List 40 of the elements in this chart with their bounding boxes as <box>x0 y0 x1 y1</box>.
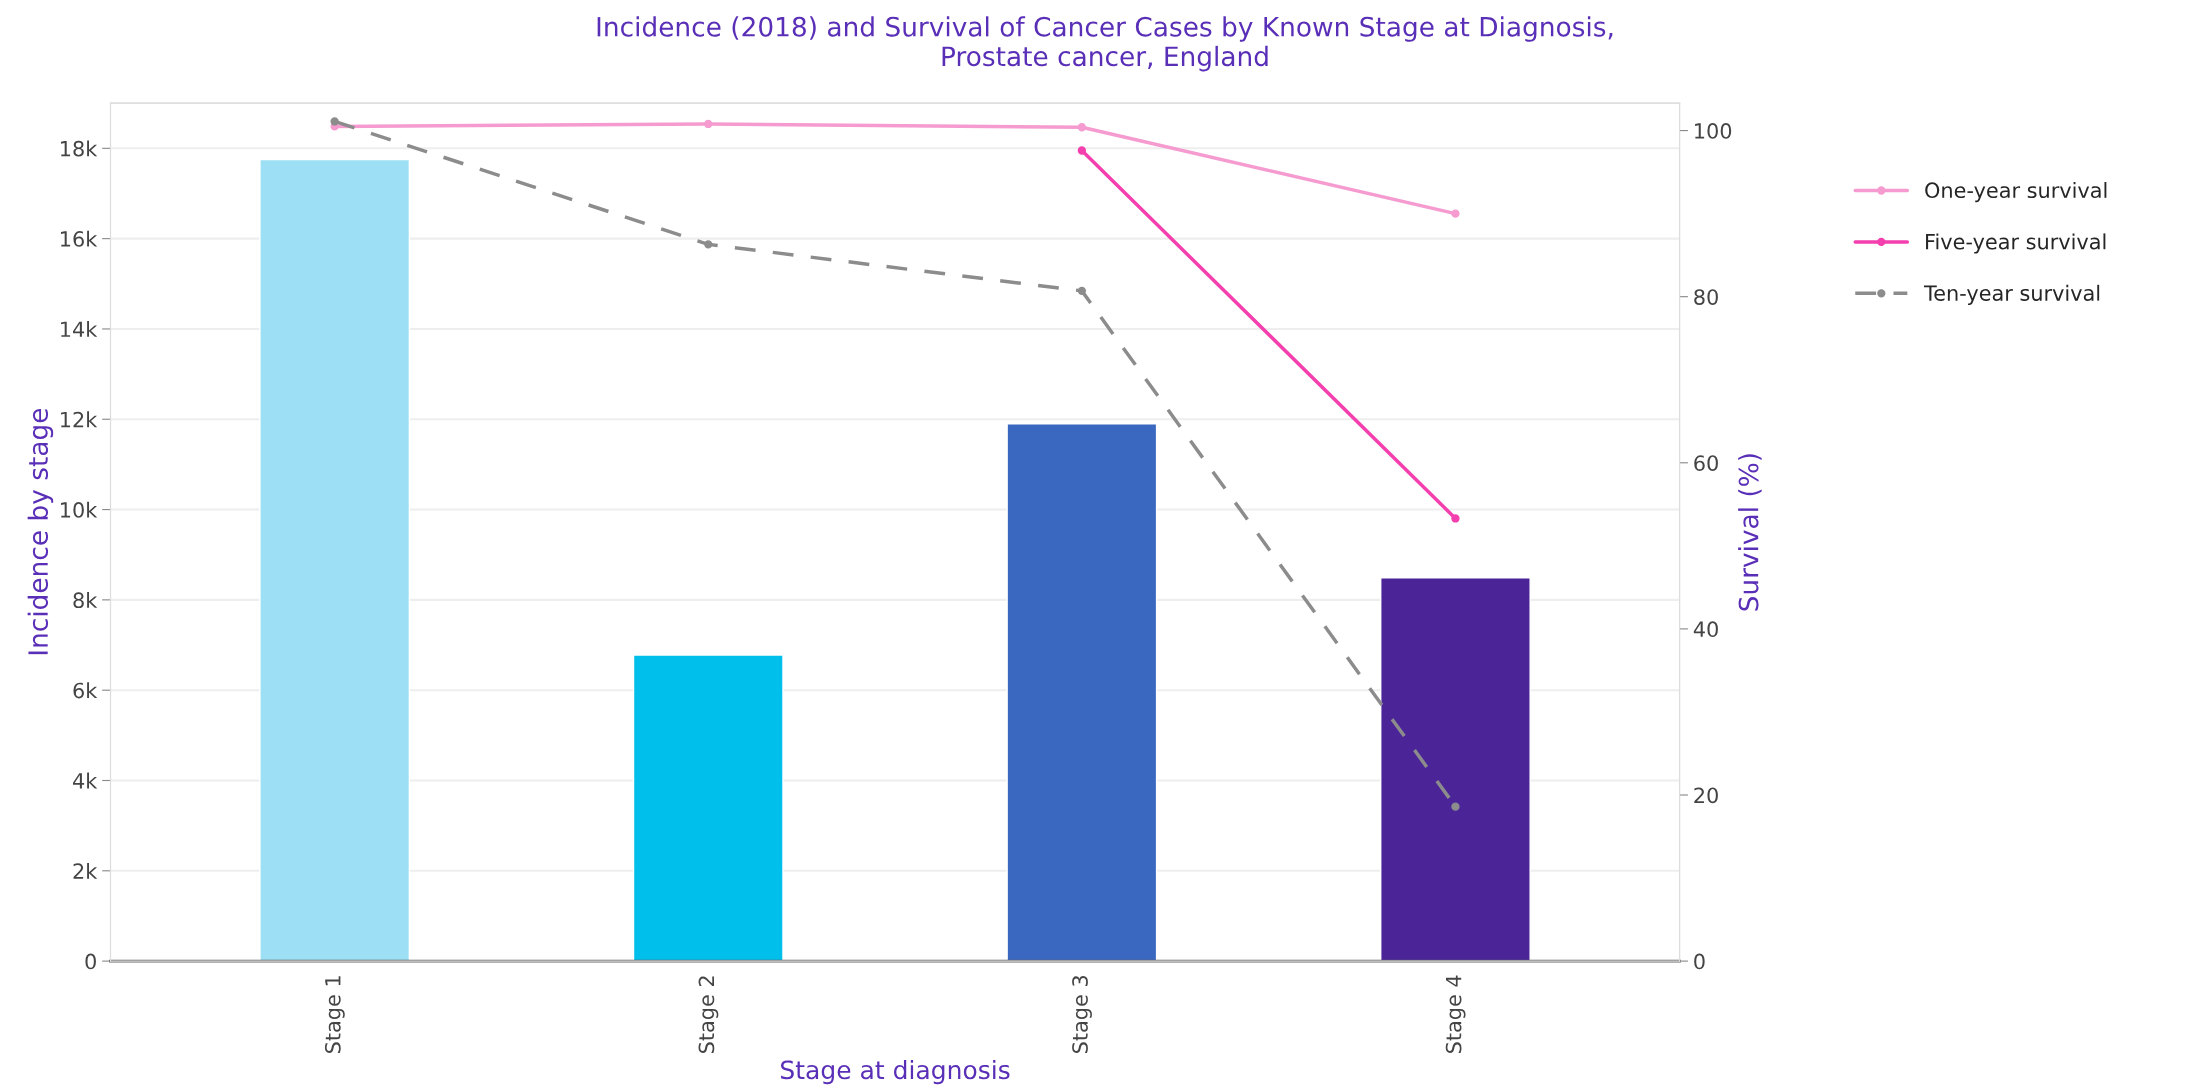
point <box>1451 209 1460 218</box>
x-tick-label: Stage 2 <box>698 976 719 1054</box>
bar <box>1380 577 1531 962</box>
y2-tick-label: 100 <box>1695 123 1732 139</box>
y2-tick-label: 0 <box>1694 953 1705 970</box>
x-tick-label: Stage 4 <box>1445 975 1466 1054</box>
y-tick-label: 12k <box>61 411 98 428</box>
y2-tick-label: 60 <box>1694 455 1718 471</box>
y-tick-label: 18k <box>61 140 98 157</box>
bar <box>259 158 411 962</box>
point <box>330 117 339 126</box>
y2-tick-label: 40 <box>1693 621 1718 638</box>
legend-label: One-year survival <box>1925 181 2107 203</box>
legend-label: Five-year survival <box>1926 233 2106 254</box>
y-tick-label: 10k <box>61 501 98 518</box>
bar <box>632 654 784 962</box>
point <box>704 119 713 129</box>
chart-title: Incidence (2018) and Survival of Cancer Cases by Known Stage at Diagnosis, Prostate cancer, England <box>597 16 1613 72</box>
y-tick-label: 6k <box>73 682 98 699</box>
y2-tick-label: 80 <box>1694 289 1718 305</box>
x-tick-label: Stage 3 <box>1072 975 1092 1054</box>
y-tick-label: 4k <box>73 772 98 789</box>
point <box>1451 514 1460 523</box>
point <box>1077 286 1087 296</box>
y-tick-label: 14k <box>61 321 98 337</box>
y-axis-title: Incidence by stage <box>27 408 54 655</box>
y-tick-label: 16k <box>61 230 98 247</box>
y-tick-label: 0 <box>85 953 96 970</box>
point <box>1077 146 1087 155</box>
y-tick-label: 2k <box>73 862 98 879</box>
point <box>704 240 713 249</box>
x-axis-title: Stage at diagnosis <box>781 1059 1010 1085</box>
point <box>1077 123 1087 132</box>
x-tick-label: Stage 1 <box>324 976 345 1054</box>
point <box>1451 802 1460 811</box>
y2-tick-label: 20 <box>1694 787 1718 804</box>
legend-label: Ten-year survival <box>1923 284 2100 305</box>
y2-axis-title: Survival (%) <box>1738 454 1762 611</box>
bar <box>1006 423 1158 962</box>
y-tick-label: 8k <box>73 591 98 609</box>
